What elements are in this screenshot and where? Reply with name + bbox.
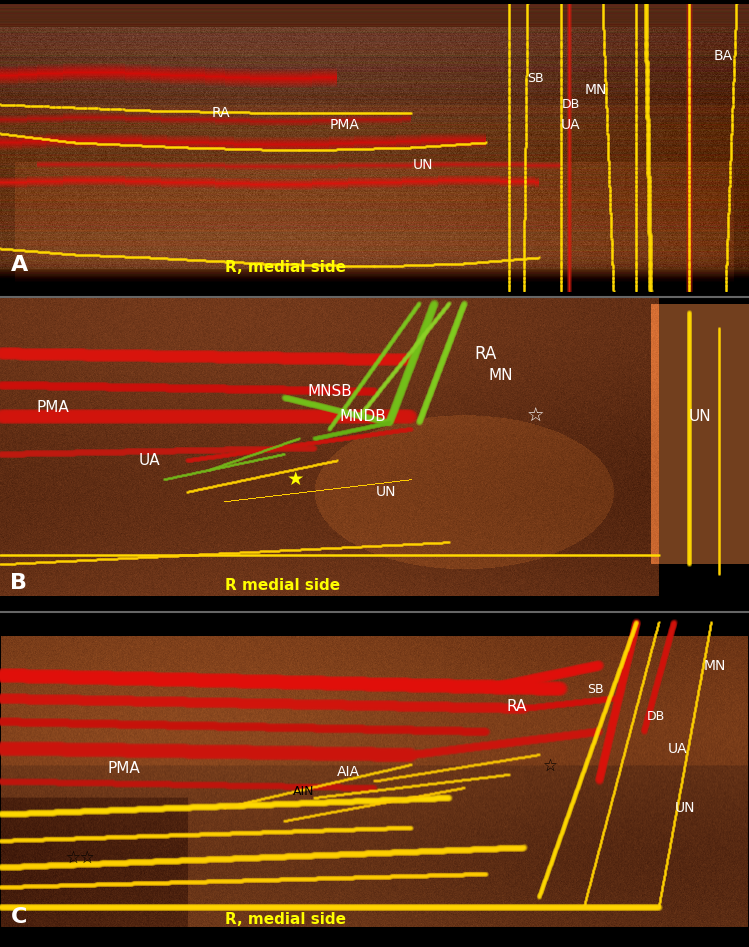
- Text: AIA: AIA: [337, 765, 360, 779]
- Text: DB: DB: [646, 709, 664, 723]
- Text: UN: UN: [375, 485, 396, 499]
- Text: PMA: PMA: [36, 400, 69, 415]
- Text: RA: RA: [506, 699, 527, 714]
- Text: MN: MN: [488, 368, 512, 384]
- Text: R, medial side: R, medial side: [225, 912, 346, 927]
- Text: RA: RA: [212, 106, 230, 120]
- Text: PMA: PMA: [330, 118, 360, 132]
- Text: UA: UA: [561, 118, 580, 132]
- Text: R medial side: R medial side: [225, 578, 340, 593]
- Text: MN: MN: [704, 659, 727, 673]
- Text: MNSB: MNSB: [307, 384, 352, 399]
- Text: C: C: [10, 907, 27, 927]
- Text: RA: RA: [474, 345, 497, 363]
- Text: UN: UN: [675, 801, 696, 815]
- Text: SB: SB: [587, 683, 604, 696]
- Text: R, medial side: R, medial side: [225, 259, 346, 275]
- Text: ★: ★: [287, 471, 305, 490]
- Text: PMA: PMA: [107, 761, 140, 777]
- Text: B: B: [10, 573, 28, 593]
- Text: ☆☆: ☆☆: [66, 849, 96, 867]
- Text: SB: SB: [527, 72, 544, 85]
- Text: MNDB: MNDB: [340, 409, 386, 424]
- Text: ☆: ☆: [543, 757, 558, 775]
- Text: MN: MN: [584, 83, 607, 98]
- Text: ☆: ☆: [527, 407, 545, 426]
- Text: UN: UN: [413, 158, 434, 172]
- Text: UN: UN: [689, 409, 712, 424]
- Text: UA: UA: [139, 454, 160, 469]
- Text: DB: DB: [562, 98, 580, 112]
- Text: A: A: [10, 255, 28, 275]
- Text: UA: UA: [668, 742, 688, 756]
- Text: AIN: AIN: [293, 785, 314, 798]
- Text: BA: BA: [713, 49, 733, 63]
